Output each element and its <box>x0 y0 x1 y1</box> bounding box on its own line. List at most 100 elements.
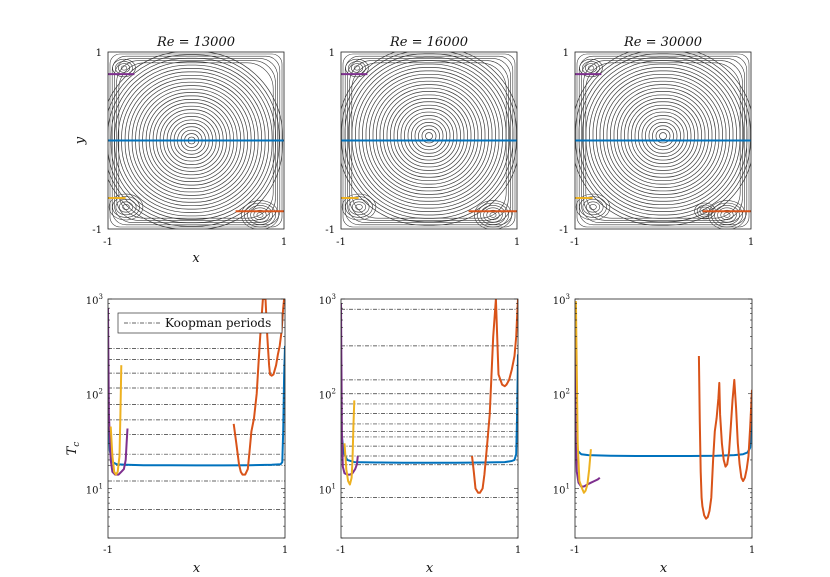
streamline <box>344 53 514 219</box>
corner-eddy <box>353 65 361 71</box>
corner-eddy <box>108 193 144 221</box>
tick-exponent: 3 <box>566 293 570 301</box>
y-tick-label: 1 <box>329 48 335 59</box>
corner-eddy <box>489 212 497 218</box>
axes-frame <box>107 51 285 230</box>
corner-eddy <box>575 193 611 221</box>
corner-eddy <box>253 209 267 221</box>
tick-base: 10 <box>553 296 566 307</box>
corner-eddy <box>585 201 601 213</box>
tick-base: 10 <box>319 391 332 402</box>
streamline <box>425 132 433 140</box>
corner-eddy <box>115 198 137 216</box>
corner-eddy <box>256 212 264 218</box>
streamline <box>365 73 493 199</box>
streamline <box>390 97 468 175</box>
streamline <box>348 56 510 216</box>
tick-base: 10 <box>553 485 566 496</box>
streamline <box>362 70 496 202</box>
streamline <box>379 87 479 185</box>
streamline-panel-3: Re = 30000 1 -1-1 1 <box>559 35 754 248</box>
streamline <box>411 118 447 154</box>
corner-eddy <box>240 200 280 229</box>
streamline <box>341 52 517 223</box>
corner-eddy <box>345 196 373 218</box>
panel-title: Re = 13000 <box>156 35 235 50</box>
axes-frame <box>574 51 752 230</box>
corner-eddy <box>720 209 734 221</box>
corner-eddy <box>717 207 737 223</box>
axes-frame <box>340 51 518 230</box>
streamline <box>582 56 744 216</box>
streamline <box>578 53 748 219</box>
series-blue <box>575 411 752 457</box>
y-tick-label: 1 <box>563 48 569 59</box>
x-tick-label: -1 <box>570 545 580 556</box>
y-tick-label: 101 <box>86 482 103 496</box>
legend-label: Koopman periods <box>165 316 271 330</box>
streamline <box>414 122 444 151</box>
corner-eddy <box>120 65 128 71</box>
corner-eddy <box>112 196 140 218</box>
y-tick-label: 102 <box>319 388 336 402</box>
streamline <box>383 91 475 182</box>
tick-exponent: 3 <box>332 293 336 301</box>
y-tick-label: 103 <box>86 293 103 307</box>
corner-eddy <box>589 204 597 210</box>
y-tick-label: 102 <box>553 388 570 402</box>
axes-frame <box>574 298 753 539</box>
y-tick-label: 103 <box>319 293 336 307</box>
streamline <box>610 84 716 188</box>
tick-base: 10 <box>319 485 332 496</box>
series-purple <box>108 308 129 476</box>
streamline <box>585 60 741 212</box>
corner-eddy <box>341 193 377 221</box>
corner-eddy <box>483 207 503 223</box>
corner-eddy <box>250 207 270 223</box>
x-tick-label: 1 <box>749 545 755 556</box>
tick-base: 10 <box>86 485 99 496</box>
tick-base: 10 <box>553 391 566 402</box>
corner-eddy <box>112 58 136 78</box>
tick-exponent: 2 <box>566 388 570 396</box>
streamline <box>589 63 737 209</box>
streamline <box>645 118 681 154</box>
streamlines <box>341 52 517 229</box>
streamline <box>341 52 517 226</box>
series-blue <box>341 354 518 464</box>
axes-frame <box>107 298 286 539</box>
streamline <box>400 108 458 164</box>
streamline <box>418 125 440 147</box>
streamline <box>627 101 699 171</box>
streamline <box>393 101 465 171</box>
corner-eddy <box>118 201 134 213</box>
y-tick-label: 101 <box>319 482 336 496</box>
corner-eddy <box>714 205 740 225</box>
x-tick-label: 1 <box>281 237 287 248</box>
streamline <box>613 87 713 185</box>
corner-eddy <box>350 63 364 73</box>
y-tick-label: 103 <box>553 293 570 307</box>
streamline <box>603 77 723 195</box>
streamline <box>620 94 706 178</box>
corner-eddy <box>473 200 513 229</box>
y-tick-label: 101 <box>553 482 570 496</box>
plot-area <box>108 299 285 510</box>
streamline <box>404 111 454 161</box>
x-tick-label: 1 <box>515 545 521 556</box>
streamline <box>358 67 500 206</box>
x-axis-label: x <box>192 251 200 266</box>
x-tick-label: 1 <box>282 545 288 556</box>
streamline <box>617 91 709 182</box>
x-tick-label: 1 <box>514 237 520 248</box>
x-axis-label: x <box>193 561 201 576</box>
tick-exponent: 2 <box>332 388 336 396</box>
streamline <box>376 84 482 188</box>
x-tick-label: 1 <box>748 237 754 248</box>
streamline <box>624 97 702 175</box>
streamline <box>575 52 751 226</box>
tick-base: 10 <box>86 296 99 307</box>
streamline <box>386 94 472 178</box>
tick-exponent: 1 <box>332 482 336 490</box>
series-orange <box>697 355 752 520</box>
